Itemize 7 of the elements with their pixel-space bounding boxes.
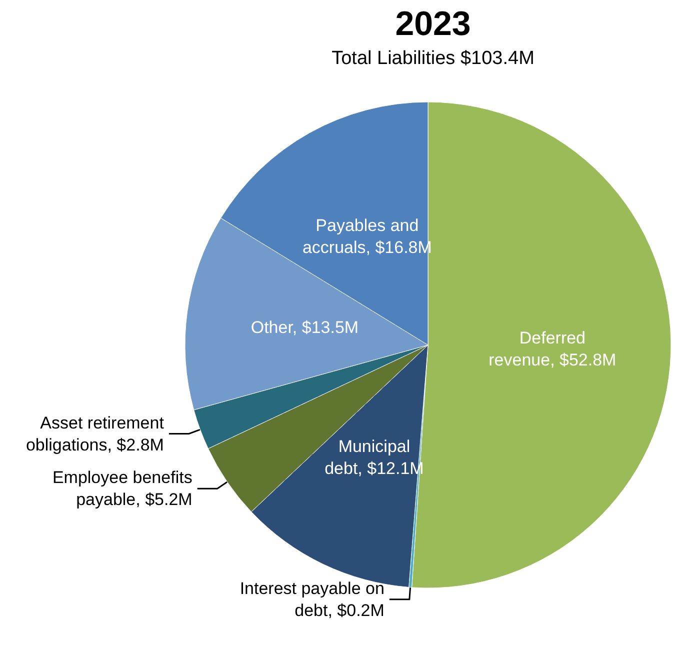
slice-label: Employee benefits payable, $5.2M — [52, 468, 192, 510]
slice-label: Interest payable on debt, $0.2M — [240, 578, 384, 620]
chart-title: 2023 — [395, 5, 471, 43]
slice-label: Other, $13.5M — [250, 318, 359, 338]
slice-label: Deferred revenue, $52.8M — [488, 328, 616, 370]
chart-subtitle: Total Liabilities $103.4M — [332, 48, 534, 69]
slice-label: Asset retirement obligations, $2.8M — [26, 413, 164, 454]
